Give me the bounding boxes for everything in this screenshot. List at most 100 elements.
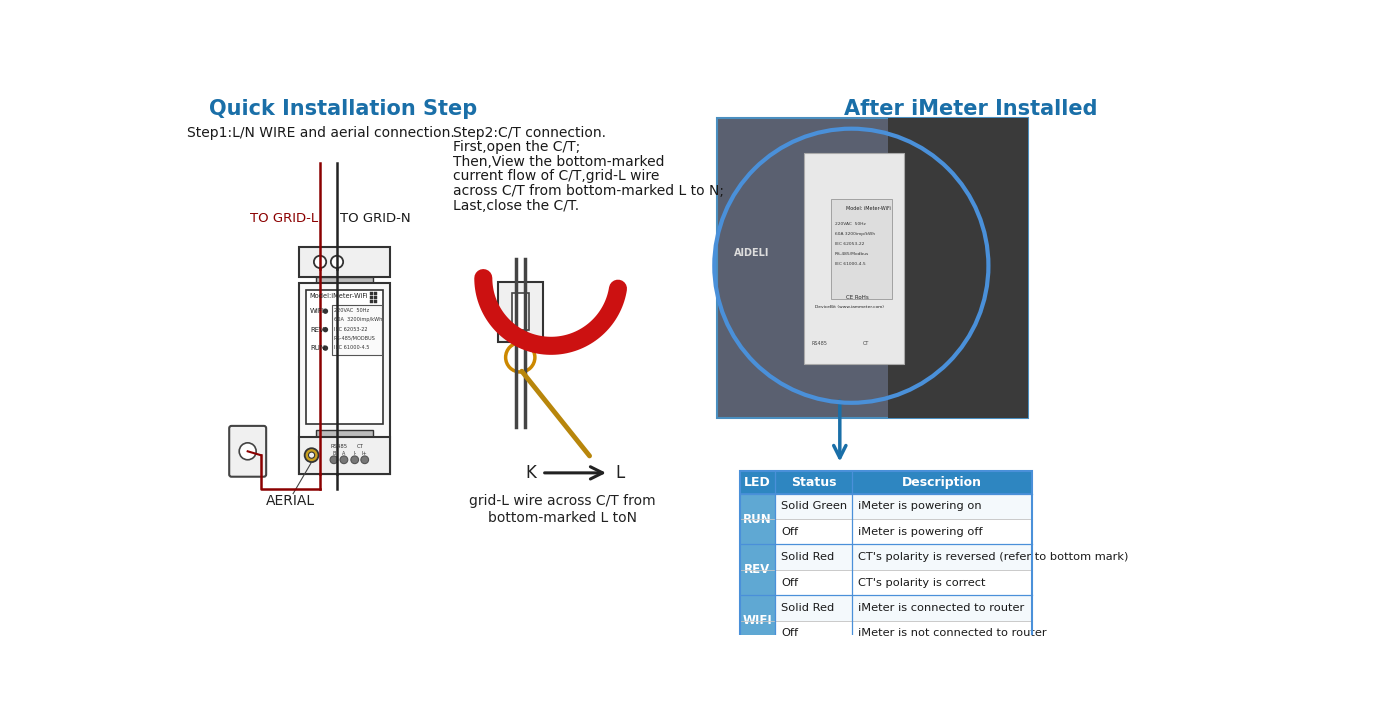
Text: Description: Description — [903, 476, 982, 488]
Bar — [299, 247, 390, 277]
Bar — [775, 493, 853, 519]
Text: A: A — [343, 451, 345, 456]
Text: Status: Status — [791, 476, 836, 488]
Text: CT's polarity is correct: CT's polarity is correct — [858, 578, 986, 588]
Text: bottom-marked L toN: bottom-marked L toN — [488, 511, 637, 525]
Bar — [371, 296, 373, 299]
FancyBboxPatch shape — [230, 426, 266, 477]
Bar — [373, 299, 378, 303]
Text: REV: REV — [311, 327, 325, 333]
Circle shape — [340, 456, 348, 463]
Text: Step2:C/T connection.: Step2:C/T connection. — [453, 125, 606, 140]
Text: Model: iMeter-WiFi: Model: iMeter-WiFi — [847, 207, 892, 212]
Text: RS485: RS485 — [330, 444, 347, 449]
Bar — [830, 199, 893, 299]
Circle shape — [240, 443, 256, 460]
Bar — [775, 545, 853, 570]
Circle shape — [308, 452, 315, 458]
Circle shape — [330, 456, 337, 463]
Text: CT's polarity is reversed (refer to bottom mark): CT's polarity is reversed (refer to bott… — [858, 552, 1128, 562]
Bar — [306, 289, 383, 424]
Text: Off: Off — [781, 628, 798, 638]
Bar — [775, 621, 853, 646]
Bar — [853, 519, 1032, 545]
Text: WIFI: WIFI — [311, 308, 325, 314]
Text: TO GRID-N: TO GRID-N — [340, 212, 411, 225]
Text: RS485: RS485 — [811, 342, 827, 347]
Text: RS-485/MODBUS: RS-485/MODBUS — [334, 336, 376, 341]
Bar — [716, 118, 1028, 419]
Bar — [740, 471, 1032, 646]
Bar — [853, 493, 1032, 519]
Text: CE RoHs: CE RoHs — [847, 295, 869, 300]
Circle shape — [323, 327, 329, 332]
Text: 220VAC  50Hz: 220VAC 50Hz — [834, 222, 865, 226]
Text: RUN: RUN — [742, 513, 772, 525]
Text: iMeter is powering off: iMeter is powering off — [858, 527, 983, 537]
Text: LED: LED — [744, 476, 770, 488]
Text: 60A 3200imp/kWh: 60A 3200imp/kWh — [834, 232, 875, 236]
Text: RUN: RUN — [311, 345, 325, 351]
Text: Solid Red: Solid Red — [781, 552, 834, 562]
Text: L: L — [616, 464, 625, 482]
Text: across C/T from bottom-marked L to N;: across C/T from bottom-marked L to N; — [453, 184, 724, 198]
Text: K: K — [525, 464, 536, 482]
Bar — [853, 595, 1032, 621]
Bar — [511, 294, 529, 330]
Text: WIFI: WIFI — [742, 614, 772, 627]
Text: REV: REV — [744, 563, 770, 576]
Bar — [371, 299, 373, 303]
Text: Quick Installation Step: Quick Installation Step — [209, 99, 478, 119]
Text: I+: I+ — [362, 451, 368, 456]
Text: AIDELI: AIDELI — [734, 248, 769, 258]
Text: B: B — [332, 451, 336, 456]
Text: IEC 62053-22: IEC 62053-22 — [834, 242, 864, 246]
Text: current flow of C/T,grid-L wire: current flow of C/T,grid-L wire — [453, 170, 660, 183]
Bar — [853, 570, 1032, 595]
Bar — [316, 277, 373, 284]
Text: Last,close the C/T.: Last,close the C/T. — [453, 199, 579, 212]
Text: Step1:L/N WIRE and aerial connection.: Step1:L/N WIRE and aerial connection. — [187, 125, 454, 140]
Bar — [332, 305, 383, 355]
Bar — [775, 519, 853, 545]
Circle shape — [361, 456, 369, 463]
Bar — [775, 595, 853, 621]
Bar — [740, 545, 775, 595]
Bar — [373, 296, 378, 299]
Bar — [889, 118, 1028, 419]
Text: Then,View the bottom-marked: Then,View the bottom-marked — [453, 155, 664, 169]
Text: Model:iMeter-WiFi: Model:iMeter-WiFi — [309, 294, 368, 299]
Circle shape — [351, 456, 358, 463]
Text: CT: CT — [357, 444, 364, 449]
Circle shape — [305, 448, 319, 462]
Circle shape — [332, 256, 343, 268]
Text: Solid Red: Solid Red — [781, 603, 834, 613]
Bar — [299, 436, 390, 473]
Text: After iMeter Installed: After iMeter Installed — [844, 99, 1098, 119]
Text: IEC 62053-22: IEC 62053-22 — [334, 327, 368, 332]
Text: Solid Green: Solid Green — [781, 501, 847, 511]
Bar — [497, 282, 543, 342]
Bar — [740, 493, 775, 545]
Text: DeviceBit (www.iammeter.com): DeviceBit (www.iammeter.com) — [815, 305, 885, 309]
Bar — [853, 545, 1032, 570]
Text: IEC 61000-4.5: IEC 61000-4.5 — [334, 345, 369, 350]
Bar — [373, 292, 378, 295]
Bar — [316, 430, 373, 436]
Bar — [740, 471, 1032, 493]
Bar — [775, 570, 853, 595]
Text: Off: Off — [781, 578, 798, 588]
Circle shape — [313, 256, 326, 268]
Text: IEC 61000-4.5: IEC 61000-4.5 — [834, 262, 865, 266]
Circle shape — [323, 309, 329, 314]
Text: Off: Off — [781, 527, 798, 537]
Text: iMeter is powering on: iMeter is powering on — [858, 501, 982, 511]
Circle shape — [323, 345, 329, 351]
Bar — [299, 284, 390, 474]
Text: TO GRID-L: TO GRID-L — [251, 212, 319, 225]
Text: I-: I- — [352, 451, 357, 456]
Text: grid-L wire across C/T from: grid-L wire across C/T from — [469, 494, 656, 508]
Bar — [853, 621, 1032, 646]
Text: iMeter is connected to router: iMeter is connected to router — [858, 603, 1024, 613]
Text: 220VAC  50Hz: 220VAC 50Hz — [334, 308, 369, 313]
